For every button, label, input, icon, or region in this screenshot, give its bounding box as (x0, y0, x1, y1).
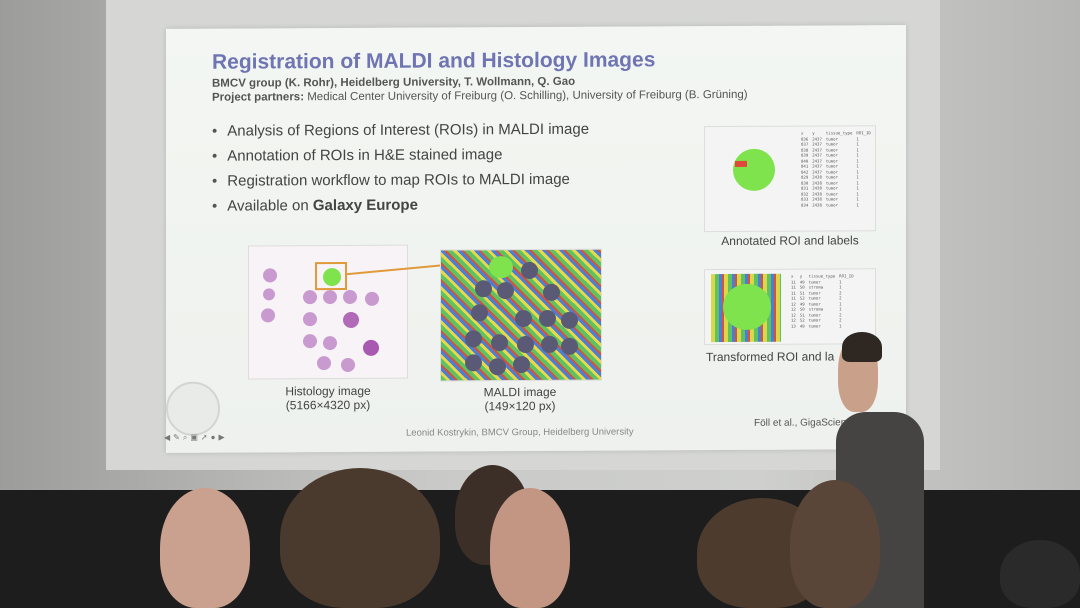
table-cell: 1 (856, 201, 859, 207)
menu-icon[interactable]: ● (210, 432, 216, 442)
slides-icon[interactable]: ▣ (190, 432, 198, 442)
table-cell: 13 (791, 323, 796, 329)
table-cell: tumor (825, 201, 838, 207)
slide-footer: Leonid Kostrykin, BMCV Group, Heidelberg… (406, 426, 634, 439)
prev-icon[interactable]: ◀ (164, 432, 171, 442)
slide-title: Registration of MALDI and Histology Imag… (212, 48, 656, 74)
table-cell: tissue_type (808, 273, 836, 279)
pointer-icon[interactable]: ➚ (200, 432, 208, 442)
table-cell: 2438 (812, 185, 822, 191)
presentation-slide: Registration of MALDI and Histology Imag… (164, 25, 906, 453)
table-row: 13 49 tumor 1 (789, 323, 856, 329)
histology-image (248, 244, 408, 380)
table-row: 834 2438 tumor 1 (799, 202, 873, 208)
transformed-labels-table: x y tissue_type ROI_ID 11 49 tumor 1 11 50 stroma 1… (789, 273, 856, 328)
bullet-item: Annotation of ROIs in H&E stained image (212, 146, 589, 173)
bullet-item: Registration workflow to map ROIs to MAL… (212, 171, 589, 198)
maldi-image (440, 248, 602, 382)
table-cell: 1 (839, 322, 842, 328)
bullet-item: Available on Galaxy Europe (212, 196, 589, 223)
audience-head (1000, 540, 1080, 608)
table-cell: tumor (808, 323, 821, 329)
pen-icon[interactable]: ✎ (173, 432, 180, 442)
bullet-item: Analysis of Regions of Interest (ROIs) i… (212, 121, 589, 148)
partners-text: Medical Center University of Freiburg (O… (304, 88, 748, 104)
audience-head (790, 480, 880, 608)
maldi-caption: MALDI image (149×120 px) (483, 384, 557, 414)
presenter-hair (842, 332, 882, 362)
annotated-caption: Annotated ROI and labels (721, 233, 859, 249)
table-cell: tissue_type (825, 130, 853, 136)
project-partners: Project partners: Medical Center Univers… (212, 89, 748, 104)
partners-label: Project partners: (212, 91, 305, 104)
university-seal-logo (166, 381, 220, 436)
annotated-roi-image: x y tissue_type ROI_ID 836 2437 tumor 1 837 2437 t… (704, 125, 876, 233)
annotated-labels-table: x y tissue_type ROI_ID 836 2437 tumor 1 837 2437 t… (799, 130, 873, 207)
table-cell: ROI_ID (839, 273, 854, 279)
zoom-icon[interactable]: ⌕ (182, 432, 188, 442)
next-icon[interactable]: ▶ (218, 432, 225, 442)
audience-head (160, 488, 250, 608)
table-cell: ROI_ID (856, 130, 871, 136)
table-cell: 2438 (812, 174, 822, 180)
histology-caption: Histology image (5166×4320 px) (285, 383, 371, 413)
table-cell: 49 (799, 323, 805, 329)
bullet-list: Analysis of Regions of Interest (ROIs) i… (212, 121, 589, 223)
slideshow-toolbar[interactable]: ◀ ✎ ⌕ ▣ ➚ ● ▶ (164, 433, 225, 443)
audience-head (490, 488, 570, 608)
table-cell: 834 (801, 202, 809, 208)
table-cell: 2437 (812, 152, 822, 158)
table-cell: 2438 (812, 196, 822, 202)
audience-head (280, 468, 440, 608)
slide-subtitle: BMCV group (K. Rohr), Heidelberg Univers… (212, 75, 576, 90)
table-cell: 2437 (812, 141, 822, 147)
table-cell: 2437 (812, 163, 822, 169)
table-cell: 2438 (812, 202, 822, 208)
